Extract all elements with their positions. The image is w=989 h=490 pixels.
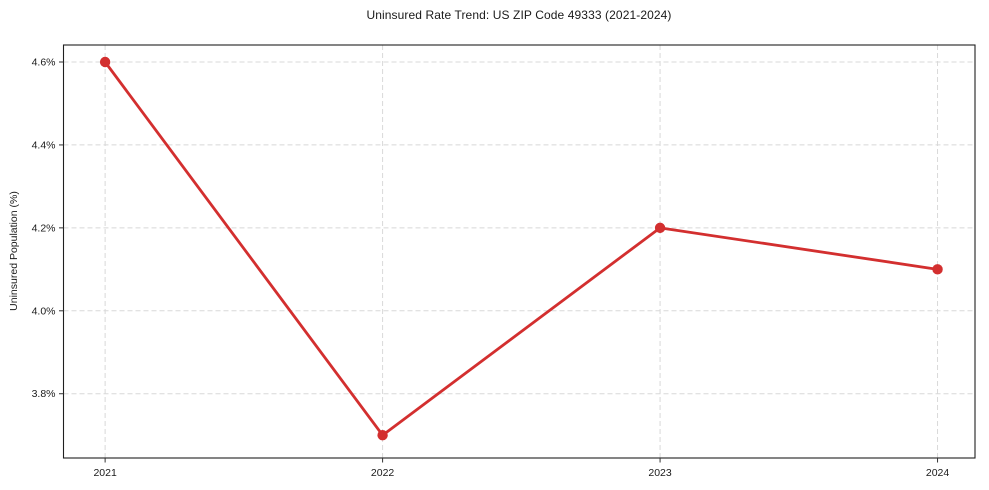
y-tick-label: 3.8%	[32, 388, 56, 400]
x-tick-label: 2024	[926, 467, 950, 479]
data-point-marker	[654, 222, 666, 234]
y-tick-label: 4.0%	[32, 305, 56, 317]
y-tick-label: 4.6%	[32, 57, 56, 69]
y-tick-label: 4.4%	[32, 139, 56, 151]
x-tick-label: 2021	[93, 467, 117, 479]
x-tick-label: 2022	[371, 467, 395, 479]
data-point-marker	[377, 429, 388, 441]
chart-title: Uninsured Rate Trend: US ZIP Code 49333 …	[366, 8, 672, 22]
y-tick-label: 4.2%	[32, 222, 56, 234]
plot-border	[62, 44, 976, 459]
trend-line	[103, 60, 939, 437]
x-tick-label: 2023	[648, 467, 672, 479]
data-point-marker	[99, 56, 111, 68]
data-point-marker	[932, 264, 943, 275]
